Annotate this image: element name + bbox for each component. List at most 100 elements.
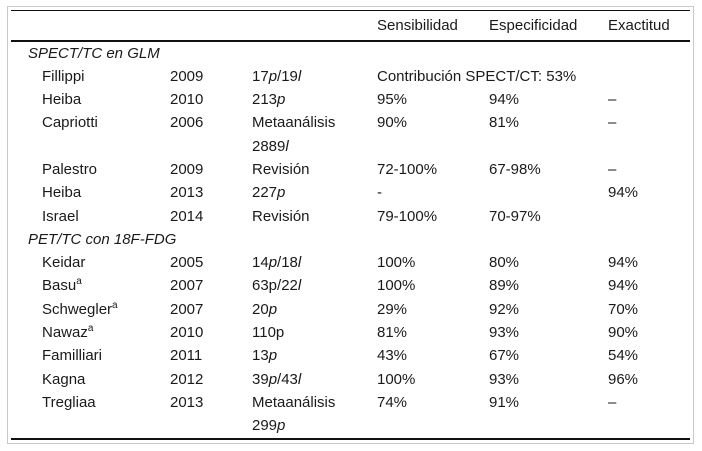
accuracy-cell: –: [608, 114, 617, 132]
sample-cell: 110p: [252, 321, 377, 344]
sample-italic-segment: l: [297, 370, 302, 388]
sample-italic-segment: l: [297, 67, 302, 85]
sensitivity-cell: 95%: [377, 91, 408, 109]
sample-segment: 13: [252, 347, 269, 365]
sensitivity-cell: 100%: [377, 277, 416, 295]
studies-table: Sensibilidad Especificidad Exactitud SPE…: [11, 10, 690, 440]
author-cell: Kagna: [42, 370, 86, 388]
table-row: Capriotti 2006 Metaanálisis 2889l 90% 81% –: [11, 111, 690, 158]
sample-column-header: [252, 10, 377, 42]
accuracy-cell: –: [608, 160, 617, 178]
author-superscript: a: [87, 323, 94, 335]
specificity-cell: 92%: [489, 300, 520, 318]
sample-cell: 213p: [252, 88, 377, 111]
table-row: Palestro 2009 Revisión 72-100% 67-98% –: [11, 158, 690, 181]
year-cell: 2013: [170, 393, 204, 411]
accuracy-cell: –: [608, 91, 617, 109]
table-row: Schweglera 2007 20p 29% 92% 70%: [11, 298, 690, 321]
sample-segment: Metaanálisis: [252, 114, 336, 132]
specificity-cell: 67-98%: [489, 160, 541, 178]
table-row: Basua 2007 63p/22l 100% 89% 94%: [11, 274, 690, 297]
sample-italic-segment: p: [268, 67, 278, 85]
sensitivity-cell: 43%: [377, 347, 408, 365]
year-cell: 2013: [170, 184, 204, 202]
sample-segment: Revisión: [252, 160, 310, 178]
sample-segment: 39: [252, 370, 269, 388]
author-cell: Keidar: [42, 254, 86, 272]
specificity-cell: 80%: [489, 254, 520, 272]
accuracy-cell: 90%: [608, 324, 639, 342]
accuracy-cell: –: [608, 393, 617, 411]
author-cell: Capriotti: [42, 114, 98, 132]
table-figure: Sensibilidad Especificidad Exactitud SPE…: [7, 6, 694, 444]
author-cell: Heiba: [42, 184, 82, 202]
sample-cell: Revisión: [252, 158, 377, 181]
sample-cell: Metaanálisis 2889l: [252, 111, 377, 158]
sample-segment: Revisión: [252, 207, 310, 225]
sample-cell: 17p/19l: [252, 65, 377, 88]
table-body: SPECT/TC en GLM Fillippi 2009 17p/19l Contri…: [11, 41, 690, 439]
sensitivity-cell: 100%: [377, 370, 416, 388]
sample-segment: 63p/22: [252, 277, 298, 295]
sensitivity-cell: 74%: [377, 393, 408, 411]
year-cell: 2007: [170, 300, 204, 318]
sample-segment: 110p: [252, 324, 285, 342]
accuracy-cell: 96%: [608, 370, 639, 388]
year-cell: 2006: [170, 114, 204, 132]
specificity-cell: 91%: [489, 393, 520, 411]
section-row: SPECT/TC en GLM: [11, 41, 690, 65]
author-superscript: a: [76, 276, 82, 288]
table-header: Sensibilidad Especificidad Exactitud: [11, 10, 690, 42]
year-cell: 2009: [170, 67, 204, 85]
accuracy-cell: 94%: [608, 254, 639, 272]
accuracy-cell: 94%: [608, 184, 639, 202]
year-cell: 2011: [170, 347, 203, 365]
table-row: Tregliaa 2013 Metaanálisis 299p 74% 91% –: [11, 391, 690, 439]
specificity-column-header: Especificidad: [489, 10, 608, 42]
sample-cell: 14p/18l: [252, 251, 377, 274]
year-cell: 2012: [170, 370, 204, 388]
table-row: Keidar 2005 14p/18l 100% 80% 94%: [11, 251, 690, 274]
sample-cell: 20p: [252, 298, 377, 321]
section-title: PET/TC con 18F-FDG: [28, 230, 177, 248]
accuracy-cell: 70%: [608, 300, 639, 318]
table-row: Nawaza 2010 110p 81% 93% 90%: [11, 321, 690, 344]
author-column-header: [11, 10, 170, 42]
year-cell: 2010: [170, 324, 204, 342]
year-cell: 2005: [170, 254, 204, 272]
specificity-cell: 93%: [489, 370, 520, 388]
author-cell: Familliari: [42, 347, 102, 365]
table-row: Kagna 2012 39p/43l 100% 93% 96%: [11, 368, 690, 391]
author-cell: Basua: [42, 276, 82, 295]
year-cell: 2014: [170, 207, 204, 225]
sample-italic-segment: p: [268, 370, 278, 388]
accuracy-cell: [608, 205, 690, 228]
sensitivity-column-header: Sensibilidad: [377, 10, 489, 42]
sample-cell: 63p/22l: [252, 274, 377, 297]
specificity-cell: 70-97%: [489, 207, 541, 225]
specificity-cell: 93%: [489, 324, 520, 342]
table-row: Heiba 2013 227p -94%: [11, 181, 690, 204]
year-cell: 2010: [170, 91, 204, 109]
sample-segment: 227: [252, 184, 278, 202]
author-superscript: a: [112, 299, 118, 311]
sensitivity-cell: 90%: [377, 114, 408, 132]
year-cell: 2009: [170, 160, 204, 178]
sample-segment: 17: [252, 67, 269, 85]
sample-segment: /18: [277, 254, 298, 272]
year-column-header: [170, 10, 252, 42]
table-row: Fillippi 2009 17p/19l Contribución SPECT/CT…: [11, 65, 690, 88]
contribution-note-cell: Contribución SPECT/CT: 53%: [377, 67, 577, 85]
section-row: PET/TC con 18F-FDG: [11, 228, 690, 251]
accuracy-column-header: Exactitud: [608, 10, 690, 42]
author-cell: Schweglera: [42, 299, 118, 318]
author-cell: Heiba: [42, 91, 82, 109]
accuracy-cell: 54%: [608, 347, 639, 365]
sensitivity-cell: 29%: [377, 300, 408, 318]
sample-segment: /19: [277, 67, 298, 85]
specificity-cell: [489, 181, 608, 204]
author-cell: Nawaza: [42, 323, 94, 342]
sample-italic-segment: p: [277, 417, 286, 435]
author-cell: Palestro: [42, 160, 98, 178]
sample-segment: 14: [252, 254, 269, 272]
